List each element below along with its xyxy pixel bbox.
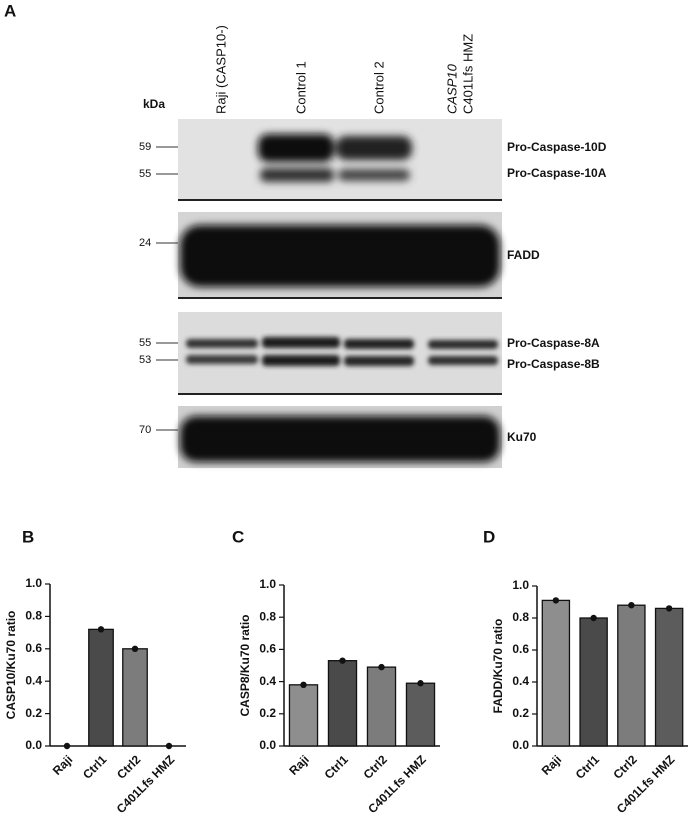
data-point <box>552 597 560 604</box>
band-label: Pro-Caspase-8B <box>507 357 600 371</box>
y-tick-label: 1.0 <box>512 578 529 592</box>
strip <box>178 119 502 200</box>
data-point <box>131 645 139 652</box>
data-point <box>590 614 597 622</box>
x-tick-label: Ctrl1 <box>80 752 109 781</box>
bar <box>654 607 684 747</box>
bar <box>405 682 436 747</box>
y-axis-label: CASP10/Ku70 ratio <box>4 611 18 720</box>
lane-labels: Raji (CASP10-) Control 1 Control 2 CASP1… <box>213 25 475 114</box>
panel-label: C <box>232 527 244 546</box>
blot-strips <box>178 119 502 468</box>
y-axis-label: CASP8/Ku70 ratio <box>238 614 252 716</box>
y-tick-label: 0.4 <box>512 674 529 688</box>
y-tick-label: 0.0 <box>259 738 276 752</box>
panel-label: B <box>22 527 34 546</box>
y-tick-label: 0.6 <box>259 642 276 656</box>
lane-label: Control 1 <box>293 61 308 114</box>
bar <box>327 660 358 747</box>
marker-label: 24 <box>139 237 151 249</box>
lane-label: Control 2 <box>371 61 386 114</box>
data-point <box>665 605 673 612</box>
band-label: Pro-Caspase-8A <box>507 336 600 350</box>
y-axis-label: FADD/Ku70 ratio <box>491 619 505 714</box>
data-point <box>300 681 307 689</box>
bar <box>617 604 646 747</box>
x-tick-label: Raji <box>539 752 564 777</box>
data-point <box>417 680 424 687</box>
data-point <box>339 657 346 664</box>
marker-label: 55 <box>139 168 151 180</box>
y-tick-label: 0.2 <box>512 706 529 720</box>
marker-label: 53 <box>139 354 151 366</box>
lane-label: C401Lfs HMZ <box>460 34 475 114</box>
markers <box>156 146 178 431</box>
bar <box>541 599 571 747</box>
bar <box>366 666 397 747</box>
kda-label: kDa <box>143 97 165 111</box>
panel-label: D <box>483 527 495 546</box>
y-tick-label: 0.4 <box>259 674 276 688</box>
marker-label: 59 <box>139 141 151 153</box>
x-tick-label: Ctrl2 <box>611 752 640 781</box>
bar <box>579 617 608 747</box>
bar <box>122 648 148 747</box>
band-label: Pro-Caspase-10D <box>507 140 607 154</box>
strip <box>178 312 502 394</box>
bar <box>88 628 114 747</box>
bar <box>288 684 319 747</box>
x-tick-label: Ctrl2 <box>114 752 143 781</box>
y-tick-label: 0.4 <box>25 673 42 687</box>
y-tick-label: 0.0 <box>25 738 42 752</box>
y-tick-label: 0.6 <box>512 642 529 656</box>
lane-label: Raji (CASP10-) <box>213 25 228 114</box>
x-tick-label: Raji <box>50 752 75 777</box>
x-tick-label: Ctrl1 <box>573 752 602 781</box>
x-tick-label: Ctrl2 <box>361 752 390 781</box>
x-tick-label: Raji <box>286 752 311 777</box>
band-label: FADD <box>507 248 540 262</box>
data-point <box>63 742 71 750</box>
panel-label: A <box>4 1 16 20</box>
y-tick-label: 1.0 <box>259 577 276 591</box>
band-label: Pro-Caspase-10A <box>507 166 607 180</box>
y-tick-label: 0.2 <box>259 706 276 720</box>
data-point <box>628 602 635 609</box>
y-tick-label: 0.8 <box>512 610 529 624</box>
y-tick-label: 1.0 <box>25 576 42 590</box>
marker-label: 55 <box>139 337 151 349</box>
data-point <box>378 663 385 671</box>
data-point <box>97 626 105 633</box>
band-label: Ku70 <box>507 430 537 444</box>
lane-label: CASP10 <box>444 63 459 114</box>
x-tick-label: Ctrl1 <box>322 752 351 781</box>
y-tick-label: 0.0 <box>512 738 529 752</box>
y-tick-label: 0.6 <box>25 641 42 655</box>
data-point <box>165 742 173 750</box>
marker-label: 70 <box>139 424 151 436</box>
y-tick-label: 0.8 <box>25 609 42 623</box>
y-tick-label: 0.2 <box>25 706 42 720</box>
y-tick-label: 0.8 <box>259 609 276 623</box>
